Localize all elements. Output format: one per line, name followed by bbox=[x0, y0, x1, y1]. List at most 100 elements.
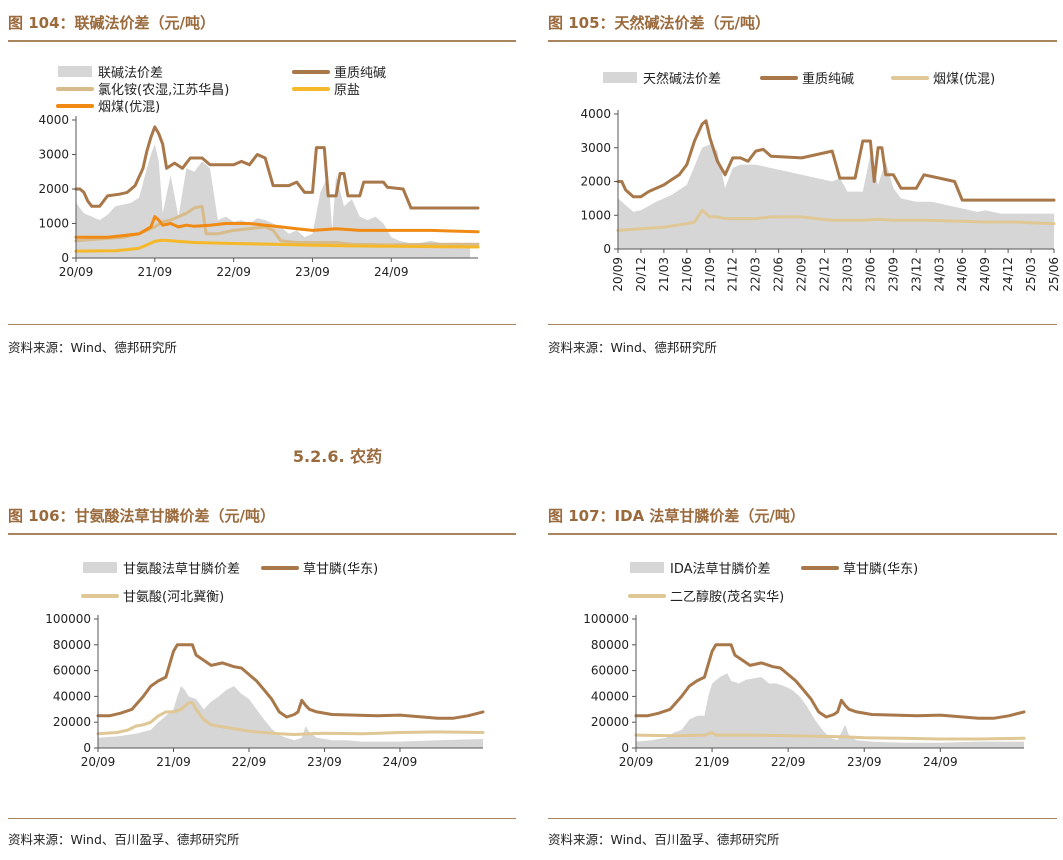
x-tick-label: 24/09 bbox=[374, 265, 409, 279]
y-tick-label: 80000 bbox=[591, 638, 629, 652]
chart-source: 资料来源：Wind、德邦研究所 bbox=[548, 340, 717, 355]
x-tick-label: 20/12 bbox=[634, 257, 648, 292]
y-tick-label: 0 bbox=[603, 242, 611, 256]
x-tick-label: 21/09 bbox=[138, 265, 173, 279]
y-tick-label: 20000 bbox=[53, 715, 91, 729]
chart-source: 资料来源：Wind、百川盈孚、德邦研究所 bbox=[548, 832, 780, 847]
chart-104: 0 1000 2000 3000 4000 20/09 21/09 22/09 23/09 24/… bbox=[38, 65, 480, 279]
legend-label: 天然碱法价差 bbox=[643, 71, 721, 87]
y-tick-label: 0 bbox=[83, 741, 91, 755]
x-tick-label: 21/03 bbox=[657, 257, 671, 292]
x-tick-label: 24/03 bbox=[932, 257, 946, 292]
y-tick-label: 100000 bbox=[583, 612, 629, 626]
y-tick-label: 4000 bbox=[38, 113, 69, 127]
line-series bbox=[616, 119, 1056, 202]
legend-swatch bbox=[58, 66, 92, 77]
legend-label: 烟煤(优混) bbox=[933, 72, 995, 87]
legend-label: IDA法草甘膦价差 bbox=[670, 562, 771, 577]
x-tick-label: 24/12 bbox=[1001, 257, 1015, 292]
y-tick-label: 80000 bbox=[53, 638, 91, 652]
title-rule bbox=[548, 40, 1057, 42]
y-tick-label: 100000 bbox=[45, 612, 91, 626]
y-tick-label: 60000 bbox=[591, 664, 629, 678]
chart-panel-106: 图 106：甘氨酸法草甘膦价差（元/吨） 0 20000 40000 60000 800… bbox=[8, 503, 516, 853]
title-rule bbox=[8, 40, 516, 42]
chart-title: 图 105：天然碱法价差（元/吨） bbox=[548, 14, 771, 32]
chart-title: 图 107：IDA 法草甘膦价差（元/吨） bbox=[548, 507, 805, 525]
y-tick-label: 40000 bbox=[591, 689, 629, 703]
x-tick-label: 22/12 bbox=[818, 257, 832, 292]
area-series bbox=[98, 686, 483, 748]
x-tick-label: 23/09 bbox=[295, 265, 330, 279]
y-tick-label: 1000 bbox=[38, 217, 69, 231]
x-tick-label: 25/06 bbox=[1047, 257, 1061, 292]
chart-panel-104: 图 104：联碱法价差（元/吨） 0 1000 2000 3000 4000 20/09 2… bbox=[8, 10, 516, 358]
y-tick-label: 0 bbox=[61, 251, 69, 265]
source-rule bbox=[548, 324, 1057, 325]
x-tick-label: 23/12 bbox=[909, 257, 923, 292]
y-tick-label: 3000 bbox=[580, 141, 611, 155]
title-rule bbox=[8, 533, 516, 535]
x-tick-label: 20/09 bbox=[81, 755, 116, 769]
chart-title: 图 104：联碱法价差（元/吨） bbox=[8, 14, 216, 32]
y-tick-label: 60000 bbox=[53, 664, 91, 678]
legend-label: 氯化铵(农湿,江苏华昌) bbox=[98, 82, 229, 98]
x-tick-label: 23/03 bbox=[840, 257, 854, 292]
y-tick-label: 20000 bbox=[591, 715, 629, 729]
x-tick-label: 23/06 bbox=[863, 257, 877, 292]
y-tick-label: 1000 bbox=[580, 208, 611, 222]
x-tick-label: 23/09 bbox=[847, 755, 882, 769]
x-tick-label: 24/09 bbox=[978, 257, 992, 292]
source-rule bbox=[548, 818, 1057, 819]
line-series bbox=[96, 643, 485, 720]
chart-source: 资料来源：Wind、百川盈孚、德邦研究所 bbox=[8, 832, 240, 847]
chart-panel-105: 图 105：天然碱法价差（元/吨） 0 1000 2000 3000 4000 20/09… bbox=[548, 10, 1061, 358]
x-tick-label: 20/09 bbox=[59, 265, 94, 279]
y-tick-label: 2000 bbox=[38, 182, 69, 196]
y-tick-label: 2000 bbox=[580, 175, 611, 189]
x-tick-label: 22/09 bbox=[232, 755, 267, 769]
y-tick-label: 0 bbox=[621, 741, 629, 755]
legend-label: 重质纯碱 bbox=[802, 71, 854, 87]
legend-swatch bbox=[630, 562, 664, 573]
line-series bbox=[616, 208, 1056, 232]
legend-label: 烟煤(优混) bbox=[98, 100, 160, 115]
x-tick-label: 21/06 bbox=[680, 257, 694, 292]
y-tick-label: 4000 bbox=[580, 107, 611, 121]
x-tick-label: 25/03 bbox=[1024, 257, 1038, 292]
chart-source: 资料来源：Wind、德邦研究所 bbox=[8, 340, 177, 355]
line-series bbox=[634, 731, 1026, 741]
x-tick-label: 22/09 bbox=[795, 257, 809, 292]
area-series bbox=[618, 144, 1054, 249]
chart-105: 0 1000 2000 3000 4000 20/09 20/12 21/03 21/06 21/… bbox=[580, 71, 1061, 292]
line-series bbox=[74, 215, 480, 239]
line-series bbox=[634, 643, 1026, 720]
x-tick-label: 23/09 bbox=[307, 755, 342, 769]
x-tick-label: 22/06 bbox=[772, 257, 786, 292]
source-rule bbox=[8, 324, 516, 325]
legend-label: 草甘膦(华东) bbox=[303, 562, 378, 577]
legend-label: 原盐 bbox=[334, 83, 360, 98]
x-tick-label: 23/09 bbox=[886, 257, 900, 292]
source-rule bbox=[8, 818, 516, 819]
line-series bbox=[74, 125, 480, 210]
x-tick-label: 20/09 bbox=[619, 755, 654, 769]
legend-label: 甘氨酸(河北冀衡) bbox=[123, 589, 224, 605]
legend-swatch bbox=[83, 562, 117, 573]
x-tick-label: 22/09 bbox=[771, 755, 806, 769]
legend-swatch bbox=[603, 72, 637, 83]
chart-panel-107: 图 107：IDA 法草甘膦价差（元/吨） 0 20000 40000 60000 80… bbox=[548, 503, 1057, 853]
area-series bbox=[76, 144, 471, 258]
legend-label: 草甘膦(华东) bbox=[843, 562, 918, 577]
x-tick-label: 21/09 bbox=[703, 257, 717, 292]
x-tick-label: 21/09 bbox=[156, 755, 191, 769]
x-tick-label: 24/09 bbox=[383, 755, 418, 769]
area-series bbox=[636, 673, 1024, 748]
line-series bbox=[96, 701, 485, 736]
y-tick-label: 40000 bbox=[53, 689, 91, 703]
y-tick-label: 3000 bbox=[38, 148, 69, 162]
section-title: 5.2.6. 农药 bbox=[292, 447, 383, 466]
chart-107: 0 20000 40000 60000 80000 100000 20/09 21/09 22/… bbox=[583, 562, 1026, 769]
x-tick-label: 22/03 bbox=[749, 257, 763, 292]
legend-label: 二乙醇胺(茂名实华) bbox=[670, 589, 784, 605]
